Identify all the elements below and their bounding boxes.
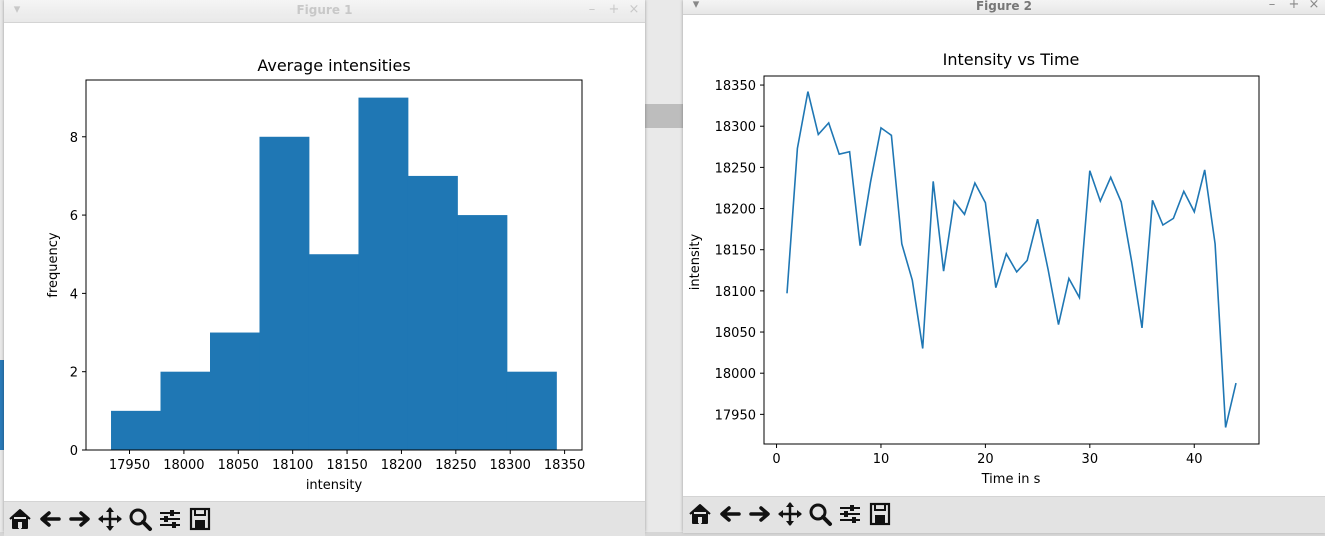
x-tick-label: 20 xyxy=(977,452,994,467)
x-tick-label: 18250 xyxy=(435,458,476,473)
line-chart: 0 10 20 30 40 17950 18000 18050 18100 18150 18200… xyxy=(688,50,1260,487)
desktop-gap-bar xyxy=(645,104,683,128)
x-axis-label: intensity xyxy=(306,478,363,493)
window-menu-icon[interactable]: ▾ xyxy=(13,2,21,17)
minimize-icon[interactable]: – xyxy=(1268,0,1276,12)
chart-title: Intensity vs Time xyxy=(943,50,1080,69)
zoom-icon[interactable] xyxy=(807,501,833,527)
figure2-toolbar xyxy=(683,496,1325,533)
save-icon[interactable] xyxy=(187,506,213,532)
minimize-icon[interactable]: – xyxy=(588,2,596,17)
figure1-toolbar xyxy=(4,501,645,536)
pan-icon[interactable] xyxy=(777,501,803,527)
histogram-bar xyxy=(259,136,310,450)
y-tick-label: 17950 xyxy=(715,408,756,423)
y-axis-label: frequency xyxy=(46,232,61,298)
figure2-window: ▾ Figure 2 – + × 0 10 20 30 40 17950 18000 180… xyxy=(683,0,1325,533)
close-icon[interactable]: × xyxy=(1308,0,1320,12)
close-icon[interactable]: × xyxy=(628,2,640,17)
forward-arrow-icon[interactable] xyxy=(747,501,773,527)
configure-subplots-icon[interactable] xyxy=(837,501,863,527)
x-tick-label: 40 xyxy=(1186,452,1203,467)
histogram-chart: 17950 18000 18050 18100 18150 18200 18250 18300… xyxy=(46,56,585,493)
x-tick-label: 30 xyxy=(1082,452,1099,467)
y-tick-label: 2 xyxy=(70,366,78,381)
y-tick-label: 18250 xyxy=(715,161,756,176)
y-tick-label: 0 xyxy=(70,444,78,459)
histogram-bar xyxy=(358,97,409,450)
figure2-titlebar[interactable]: ▾ Figure 2 – + × xyxy=(683,0,1325,15)
chart-title: Average intensities xyxy=(257,56,410,75)
back-arrow-icon[interactable] xyxy=(717,501,743,527)
histogram-bar xyxy=(308,254,359,450)
zoom-icon[interactable] xyxy=(127,506,153,532)
histogram-bar xyxy=(111,410,161,450)
y-tick-label: 18200 xyxy=(715,203,756,218)
y-tick-label: 8 xyxy=(70,131,78,146)
y-axis-label: intensity xyxy=(688,234,703,291)
x-tick-label: 18000 xyxy=(163,458,204,473)
figure1-window: ▾ Figure 1 – + × 17950 18000 18050 18100 181… xyxy=(4,0,645,536)
configure-subplots-icon[interactable] xyxy=(157,506,183,532)
y-tick-label: 6 xyxy=(70,209,78,224)
y-tick-label: 18050 xyxy=(715,326,756,341)
axes-frame xyxy=(763,75,1260,445)
desktop-background xyxy=(0,0,6,532)
desktop-background-window xyxy=(0,360,6,450)
figure1-window-title: Figure 1 xyxy=(296,3,353,17)
save-icon[interactable] xyxy=(867,501,893,527)
back-arrow-icon[interactable] xyxy=(37,506,63,532)
x-tick-label: 18200 xyxy=(381,458,422,473)
x-tick-label: 18100 xyxy=(272,458,313,473)
x-tick-label: 18300 xyxy=(490,458,531,473)
maximize-icon[interactable]: + xyxy=(608,2,620,17)
y-tick-label: 18100 xyxy=(715,285,756,300)
histogram-bar xyxy=(160,371,211,450)
x-tick-label: 18350 xyxy=(544,458,585,473)
y-tick-label: 4 xyxy=(70,287,78,302)
home-icon[interactable] xyxy=(7,506,33,532)
pan-icon[interactable] xyxy=(97,506,123,532)
histogram-bar xyxy=(210,332,260,450)
x-tick-label: 18050 xyxy=(218,458,259,473)
histogram-bar xyxy=(407,175,458,451)
x-tick-label: 17950 xyxy=(109,458,150,473)
histogram-bar xyxy=(506,371,557,450)
figure1-canvas[interactable]: 17950 18000 18050 18100 18150 18200 18250 18300… xyxy=(4,23,645,501)
x-tick-label: 10 xyxy=(873,452,890,467)
y-tick-label: 18150 xyxy=(715,244,756,259)
y-tick-label: 18000 xyxy=(715,367,756,382)
axes-frame xyxy=(85,79,583,451)
intensity-line xyxy=(786,91,1237,428)
y-tick-label: 18300 xyxy=(715,120,756,135)
x-tick-label: 18150 xyxy=(326,458,367,473)
x-axis-label: Time in s xyxy=(981,472,1041,487)
x-tick-label: 0 xyxy=(772,452,780,467)
figure2-window-title: Figure 2 xyxy=(975,0,1033,13)
forward-arrow-icon[interactable] xyxy=(67,506,93,532)
histogram-bar xyxy=(457,215,508,450)
figure2-canvas[interactable]: 0 10 20 30 40 17950 18000 18050 18100 18150 18200… xyxy=(683,15,1325,496)
home-icon[interactable] xyxy=(687,501,713,527)
desktop-gap xyxy=(645,0,683,532)
figure1-titlebar[interactable]: ▾ Figure 1 – + × xyxy=(4,0,645,23)
window-menu-icon[interactable]: ▾ xyxy=(692,0,700,12)
y-tick-label: 18350 xyxy=(715,79,756,94)
maximize-icon[interactable]: + xyxy=(1288,0,1300,12)
